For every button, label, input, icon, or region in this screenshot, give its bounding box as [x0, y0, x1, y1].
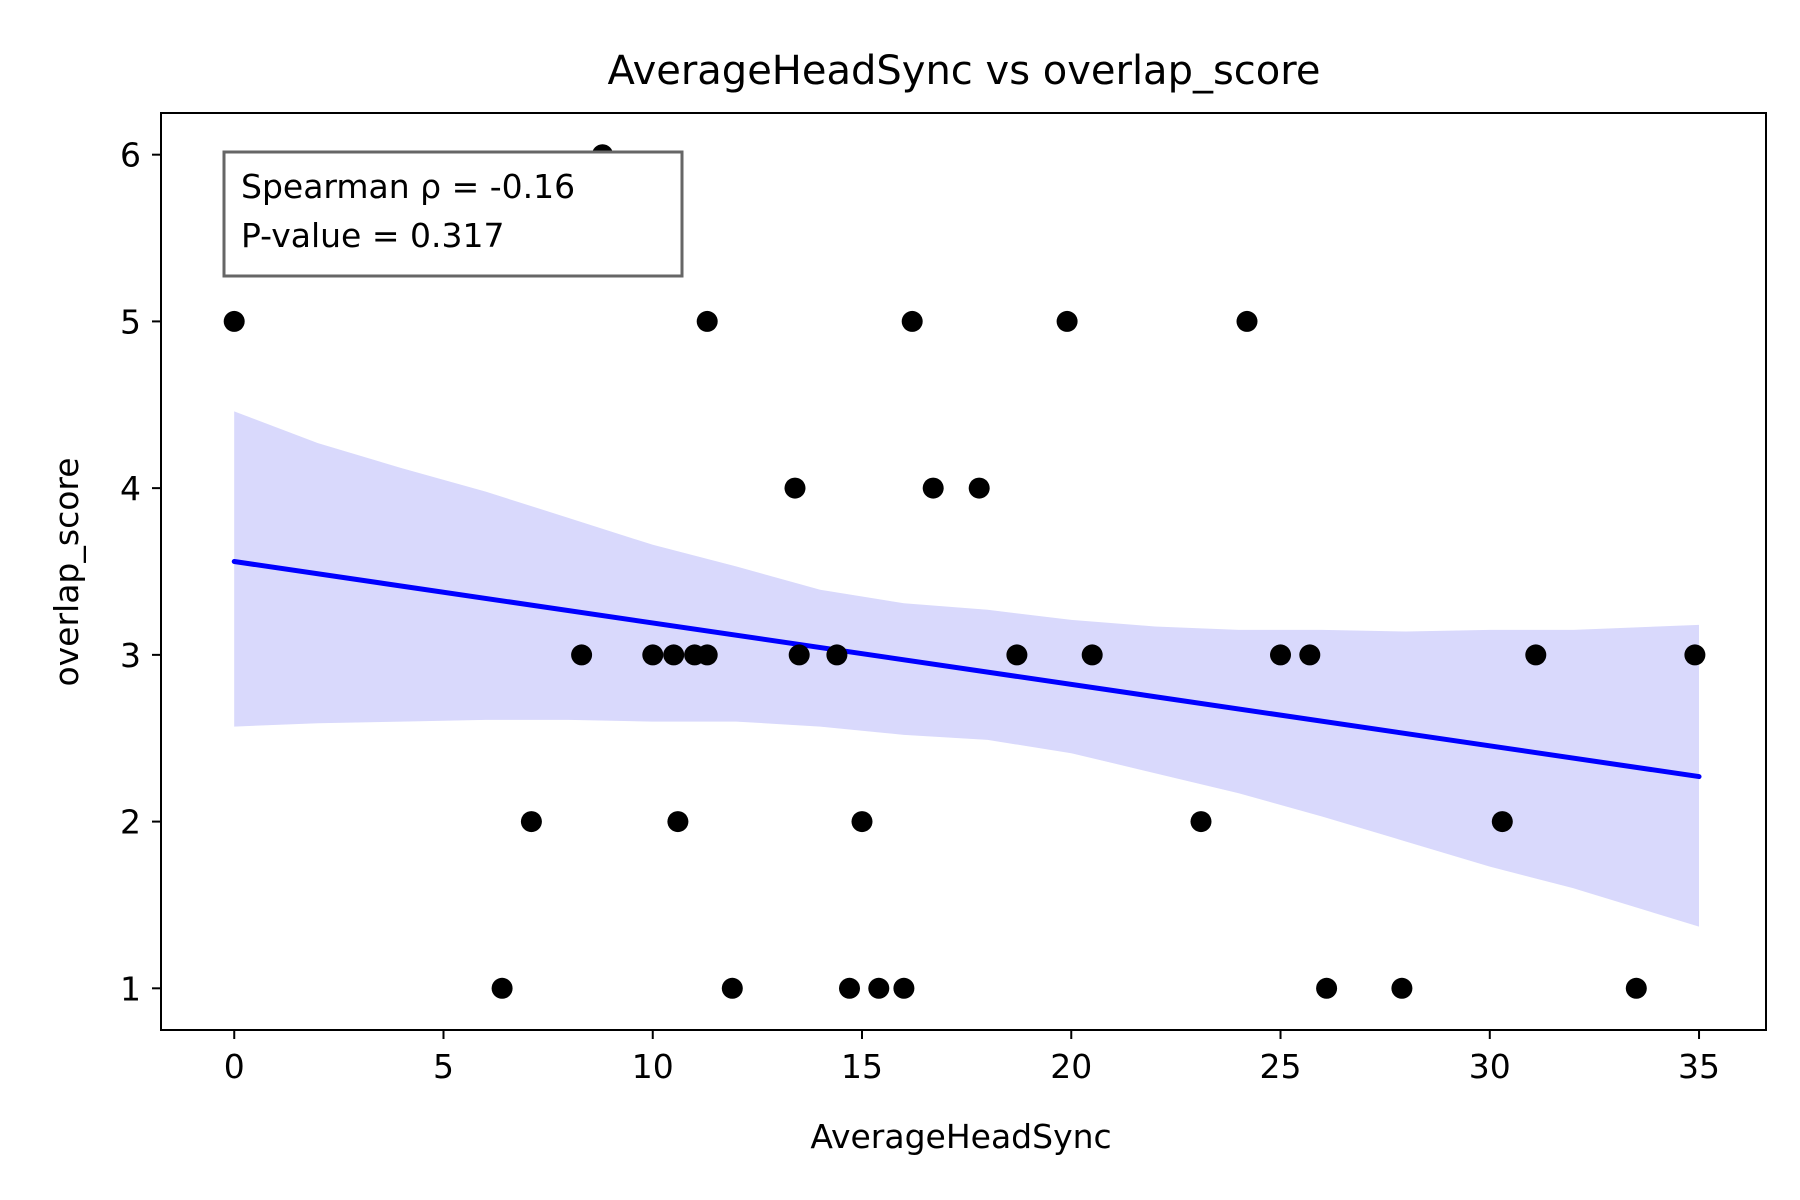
statistics-annotation-frame [222, 150, 684, 278]
x-tick-label: 35 [1678, 1047, 1720, 1086]
y-tick-label: 3 [120, 636, 141, 675]
data-point [893, 977, 915, 999]
x-tick-label: 5 [433, 1047, 454, 1086]
x-tick-label: 0 [224, 1047, 245, 1086]
data-point [922, 477, 944, 499]
data-point [1625, 977, 1647, 999]
data-point [1270, 644, 1291, 666]
data-point [1299, 644, 1321, 666]
data-point [1525, 644, 1547, 666]
data-point [223, 310, 245, 332]
data-point [1081, 644, 1103, 666]
plot-area-frame [160, 112, 1767, 1031]
x-tick-label: 20 [1050, 1047, 1092, 1086]
x-tick-label: 15 [841, 1047, 883, 1086]
data-point [721, 977, 743, 999]
data-point [667, 811, 689, 833]
y-axis-title: overlap_score [47, 457, 86, 686]
data-point [696, 310, 718, 332]
data-point [642, 644, 664, 666]
y-tick-label: 4 [120, 469, 141, 508]
y-tick-label: 6 [120, 136, 141, 175]
data-point [788, 644, 810, 666]
regression-line [231, 558, 1702, 780]
y-tick-label: 1 [120, 969, 141, 1008]
y-tick-label: 5 [120, 302, 141, 341]
x-tick-label: 25 [1260, 1047, 1302, 1086]
data-point [901, 310, 923, 332]
data-point [968, 477, 990, 499]
data-point [1684, 644, 1706, 666]
data-point [696, 644, 718, 666]
regression-line-layer [231, 558, 1702, 780]
data-point [1391, 977, 1413, 999]
data-point [1190, 811, 1212, 833]
x-tick-label: 30 [1469, 1047, 1511, 1086]
data-point [1236, 310, 1258, 332]
data-point [1006, 644, 1028, 666]
p-value-text: P-value = 0.317 [241, 216, 504, 255]
chart-title: AverageHeadSync vs overlap_score [608, 48, 1321, 94]
data-point [571, 644, 593, 666]
data-point [784, 477, 806, 499]
spearman-text: Spearman ρ = -0.16 [241, 167, 575, 206]
data-point [1056, 310, 1078, 332]
data-point [1316, 977, 1338, 999]
x-tick-label: 10 [632, 1047, 674, 1086]
y-tick-label: 2 [120, 803, 141, 842]
statistics-annotation: Spearman ρ = -0.16 P-value = 0.317 [222, 150, 684, 278]
data-point [663, 644, 685, 666]
y-axis-ticks: 1 2 3 4 5 6 [120, 136, 161, 1008]
data-point [491, 977, 513, 999]
x-axis-title: AverageHeadSync [810, 1117, 1111, 1156]
data-point [868, 977, 890, 999]
x-axis-ticks: 0 5 10 15 20 25 30 35 [224, 1030, 1720, 1086]
data-point [826, 644, 848, 666]
data-point [520, 811, 542, 833]
data-point [839, 977, 860, 999]
data-point [851, 811, 873, 833]
data-point [1491, 811, 1513, 833]
